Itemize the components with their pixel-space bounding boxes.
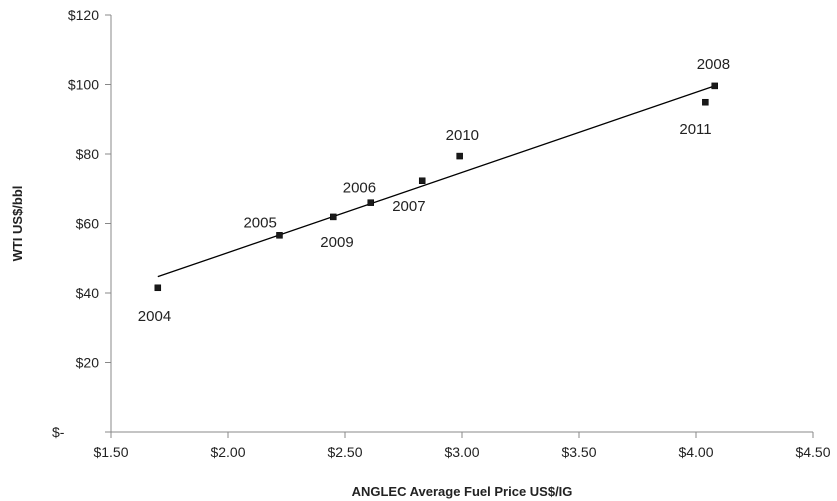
data-point-2004: [154, 284, 162, 292]
x-axis-title: ANGLEC Average Fuel Price US$/IG: [352, 484, 573, 499]
trendline-group: [157, 85, 715, 278]
data-point-2006: [367, 199, 374, 206]
point-label-2010: 2010: [446, 127, 479, 144]
y-tick-label: $80: [76, 146, 100, 162]
x-tick-label: $3.00: [444, 444, 479, 460]
x-tick-label: $3.50: [561, 444, 596, 460]
point-label-2011: 2011: [679, 121, 711, 138]
x-tick-label: $4.00: [678, 444, 713, 460]
y-tick-label: $60: [76, 216, 100, 232]
data-point-2008: [711, 82, 718, 90]
point-label-2005: 2005: [243, 214, 276, 231]
y-tick-label: $120: [68, 7, 99, 23]
y-tick-label: $20: [76, 355, 100, 371]
axes: $- $20 $40 $60 $80 $100 $120 $1.50 $2.00 $2.50 $3.…: [52, 7, 831, 460]
data-point-2009: [330, 213, 337, 221]
x-tick-label: $2.50: [327, 444, 362, 460]
y-tick-label: $100: [68, 77, 99, 93]
linear-trendline: [157, 85, 715, 278]
y-tick-label: $-: [52, 424, 65, 440]
y-tick-label: $40: [76, 285, 100, 301]
point-label-2007: 2007: [392, 198, 425, 215]
point-label-2006: 2006: [343, 180, 376, 197]
data-point-2007: [418, 177, 426, 185]
data-point-2005: [276, 232, 283, 239]
point-label-2004: 2004: [138, 308, 171, 325]
point-label-2008: 2008: [697, 56, 730, 73]
data-points: [154, 82, 718, 292]
data-point-2010: [456, 152, 463, 160]
x-tick-label: $1.50: [93, 444, 128, 460]
y-axis-title: WTI US$/bbl: [10, 186, 25, 262]
point-label-2009: 2009: [320, 234, 353, 251]
data-point-2011: [702, 98, 709, 106]
x-tick-label: $2.00: [210, 444, 245, 460]
x-tick-label: $4.50: [795, 444, 830, 460]
point-labels: 2004 2005 2006 2007 2008 2009 2010 2011: [138, 56, 730, 325]
